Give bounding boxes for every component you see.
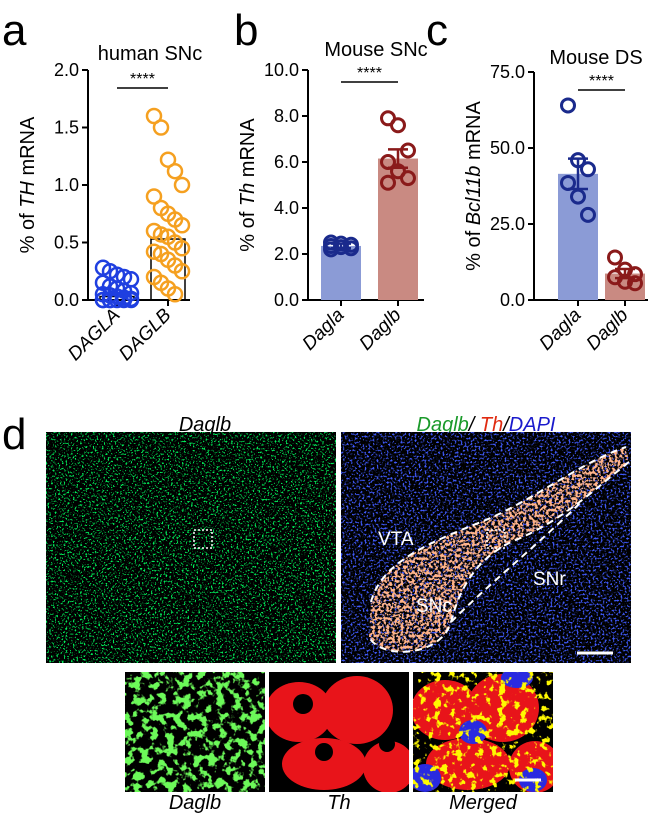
y-tick-label: 0.0 <box>500 290 525 310</box>
y-tick-label: 25.0 <box>490 214 525 234</box>
x-tick-label: Daglb <box>583 305 633 355</box>
y-tick-label: 50.0 <box>490 138 525 158</box>
inset-box-right <box>486 529 506 549</box>
y-tick-label: 6.0 <box>274 152 299 172</box>
inset-box-left <box>193 529 213 549</box>
chart-title: human SNc <box>98 43 203 65</box>
data-point <box>145 188 163 205</box>
significance-stars: **** <box>130 71 155 88</box>
data-point <box>580 161 596 178</box>
panel-letter-c: c <box>426 6 448 55</box>
right-title-part: / <box>503 414 509 436</box>
data-point <box>173 263 191 280</box>
panel-letter-d: d <box>2 410 27 459</box>
data-point <box>173 217 191 234</box>
data-point <box>152 119 170 136</box>
daglb-micrograph <box>46 432 336 663</box>
data-point <box>159 151 177 168</box>
data-point <box>627 266 643 283</box>
data-point <box>94 291 112 309</box>
y-tick-label: 1.0 <box>54 175 79 195</box>
chart-title: Mouse SNc <box>324 39 427 61</box>
y-tick-label: 2.0 <box>54 60 79 80</box>
data-point <box>570 188 586 205</box>
data-point <box>400 142 416 159</box>
significance-stars: **** <box>357 65 382 82</box>
data-point <box>607 249 623 266</box>
data-point <box>173 176 191 194</box>
y-tick-label: 0.0 <box>54 290 79 310</box>
data-point <box>343 240 359 257</box>
left-micrograph-title: Daglb <box>178 414 232 436</box>
y-tick-label: 2.0 <box>274 244 299 264</box>
region-label-snr: SNr <box>533 569 566 590</box>
inset-th <box>269 672 409 792</box>
data-point <box>333 239 349 256</box>
data-point <box>173 240 191 257</box>
panel-letter-b: b <box>234 6 259 55</box>
data-point <box>400 170 416 187</box>
y-tick-label: 0.5 <box>54 233 79 253</box>
right-micrograph-title: Daglb/ Th/DAPI <box>366 414 606 437</box>
merged-micrograph <box>341 432 631 663</box>
right-title-part: Daglb <box>416 414 469 436</box>
significance-stars: **** <box>589 73 614 90</box>
inset-caption-daglb: Daglb <box>168 792 222 814</box>
inset-merged <box>413 672 553 792</box>
y-axis-label: % of Th mRNA <box>237 118 259 252</box>
y-tick-label: 0.0 <box>274 290 299 310</box>
data-point <box>627 275 643 292</box>
inset-daglb <box>125 672 265 792</box>
data-point <box>380 154 396 170</box>
inset-caption-merged: Merged <box>449 792 517 814</box>
y-tick-label: 75.0 <box>490 62 525 82</box>
data-point <box>560 174 576 191</box>
region-label-snc: SNc <box>416 596 452 617</box>
data-point <box>166 162 184 180</box>
x-tick-label: DAGLB <box>115 304 176 365</box>
panel-letter-a: a <box>2 6 27 55</box>
data-point <box>145 243 163 260</box>
data-point <box>617 273 633 290</box>
x-tick-label: DAGLA <box>64 305 124 365</box>
y-axis-label: % of TH mRNA <box>17 116 39 253</box>
y-tick-label: 10.0 <box>264 60 299 80</box>
data-point <box>560 97 576 114</box>
y-tick-label: 4.0 <box>274 198 299 218</box>
data-point <box>380 174 396 191</box>
x-tick-label: Daglb <box>356 305 406 355</box>
data-point <box>390 117 406 134</box>
data-point <box>152 226 170 243</box>
right-title-part: Th <box>479 414 504 436</box>
data-point <box>122 291 140 309</box>
region-label-vta: VTA <box>378 529 414 550</box>
x-tick-label: Dagla <box>536 305 586 355</box>
y-axis-label: % of Bcl11b mRNA <box>463 100 485 270</box>
right-title-part: / <box>468 414 480 436</box>
data-point <box>145 107 163 125</box>
inset-caption-th: Th <box>327 792 351 814</box>
y-tick-label: 8.0 <box>274 106 299 126</box>
bar <box>378 158 418 300</box>
data-point <box>101 291 119 309</box>
x-tick-label: Dagla <box>299 305 349 355</box>
y-tick-label: 1.5 <box>54 118 79 138</box>
right-title-part: DAPI <box>508 414 556 436</box>
data-point <box>570 152 586 169</box>
data-point <box>323 241 339 258</box>
data-point <box>580 206 596 223</box>
data-point <box>166 286 184 303</box>
bar <box>558 173 598 300</box>
chart-title: Mouse DS <box>549 47 642 69</box>
